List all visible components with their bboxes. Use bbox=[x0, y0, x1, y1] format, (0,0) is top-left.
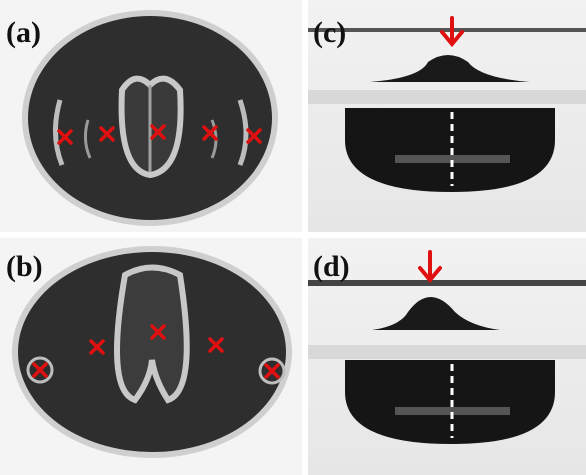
panel-label: (b) bbox=[6, 250, 43, 283]
panel-a: (a) bbox=[0, 0, 302, 232]
panel-c: (c) bbox=[308, 0, 586, 232]
figure: (a) (b) (c) (d) bbox=[0, 0, 586, 475]
panel-b: (b) bbox=[0, 238, 302, 475]
panel-d: (d) bbox=[308, 238, 586, 475]
panel-label: (a) bbox=[6, 16, 41, 49]
panel-label: (c) bbox=[313, 16, 346, 49]
panel-label: (d) bbox=[313, 250, 350, 283]
